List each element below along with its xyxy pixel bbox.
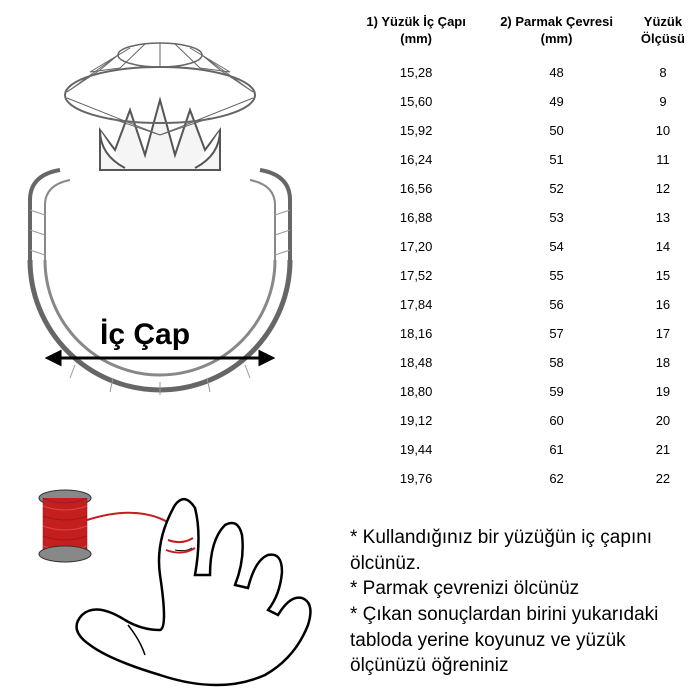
table-cell: 54	[482, 232, 631, 261]
table-cell: 15,28	[350, 58, 482, 87]
table-cell: 17,84	[350, 290, 482, 319]
table-row: 19,766222	[350, 464, 695, 493]
table-cell: 22	[631, 464, 695, 493]
ring-diameter-label: İç Çap	[100, 318, 190, 352]
table-row: 18,805919	[350, 377, 695, 406]
table-cell: 62	[482, 464, 631, 493]
hand-outline	[77, 499, 311, 685]
instruction-line: * Parmak çevrenizi ölcünüz	[350, 576, 690, 602]
table-cell: 50	[482, 116, 631, 145]
table-cell: 12	[631, 174, 695, 203]
table-row: 16,565212	[350, 174, 695, 203]
table-cell: 14	[631, 232, 695, 261]
table-cell: 17	[631, 319, 695, 348]
table-cell: 15,92	[350, 116, 482, 145]
table-cell: 9	[631, 87, 695, 116]
table-cell: 15	[631, 261, 695, 290]
table-row: 18,165717	[350, 319, 695, 348]
table-cell: 16,88	[350, 203, 482, 232]
table-cell: 16	[631, 290, 695, 319]
table-cell: 15,60	[350, 87, 482, 116]
table-cell: 57	[482, 319, 631, 348]
instruction-line: * Kullandığınız bir yüzüğün iç çapını öl…	[350, 525, 690, 576]
ring-size-table-container: 1) Yüzük İç Çapı(mm) 2) Parmak Çevresi(m…	[350, 8, 695, 493]
table-cell: 20	[631, 406, 695, 435]
table-row: 15,60499	[350, 87, 695, 116]
table-row: 15,925010	[350, 116, 695, 145]
table-cell: 18,80	[350, 377, 482, 406]
table-cell: 18,48	[350, 348, 482, 377]
table-cell: 53	[482, 203, 631, 232]
table-cell: 11	[631, 145, 695, 174]
table-row: 18,485818	[350, 348, 695, 377]
table-cell: 13	[631, 203, 695, 232]
table-cell: 19	[631, 377, 695, 406]
table-row: 16,885313	[350, 203, 695, 232]
table-row: 16,245111	[350, 145, 695, 174]
table-cell: 19,12	[350, 406, 482, 435]
table-cell: 16,24	[350, 145, 482, 174]
table-cell: 49	[482, 87, 631, 116]
hand-thread-diagram	[10, 480, 340, 690]
col-ring-size: YüzükÖlçüsü	[631, 8, 695, 58]
instructions-text: * Kullandığınız bir yüzüğün iç çapını öl…	[350, 525, 690, 679]
table-cell: 55	[482, 261, 631, 290]
table-cell: 17,52	[350, 261, 482, 290]
table-cell: 60	[482, 406, 631, 435]
thread-spool-icon	[39, 490, 91, 562]
table-header-row: 1) Yüzük İç Çapı(mm) 2) Parmak Çevresi(m…	[350, 8, 695, 58]
ring-svg	[0, 0, 350, 450]
table-cell: 52	[482, 174, 631, 203]
col-inner-diameter: 1) Yüzük İç Çapı(mm)	[350, 8, 482, 58]
table-cell: 59	[482, 377, 631, 406]
table-row: 17,205414	[350, 232, 695, 261]
table-cell: 19,44	[350, 435, 482, 464]
table-cell: 48	[482, 58, 631, 87]
table-cell: 51	[482, 145, 631, 174]
table-row: 19,446121	[350, 435, 695, 464]
table-cell: 56	[482, 290, 631, 319]
table-cell: 17,20	[350, 232, 482, 261]
table-cell: 61	[482, 435, 631, 464]
table-row: 17,845616	[350, 290, 695, 319]
ring-diagram: İç Çap	[0, 0, 350, 450]
table-cell: 16,56	[350, 174, 482, 203]
table-cell: 18,16	[350, 319, 482, 348]
table-row: 17,525515	[350, 261, 695, 290]
ring-size-table: 1) Yüzük İç Çapı(mm) 2) Parmak Çevresi(m…	[350, 8, 695, 493]
table-cell: 58	[482, 348, 631, 377]
hand-svg	[10, 480, 340, 690]
col-circumference: 2) Parmak Çevresi(mm)	[482, 8, 631, 58]
table-row: 19,126020	[350, 406, 695, 435]
table-cell: 8	[631, 58, 695, 87]
table-cell: 10	[631, 116, 695, 145]
table-cell: 19,76	[350, 464, 482, 493]
table-cell: 21	[631, 435, 695, 464]
table-row: 15,28488	[350, 58, 695, 87]
table-cell: 18	[631, 348, 695, 377]
instruction-line: * Çıkan sonuçlardan birini yukarıdaki ta…	[350, 602, 690, 679]
